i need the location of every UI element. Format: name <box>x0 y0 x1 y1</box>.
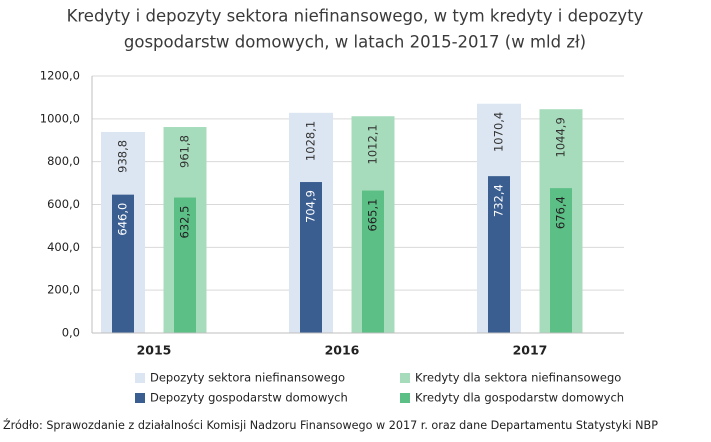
chart-title: Kredyty i depozyty sektora niefinansoweg… <box>67 7 644 26</box>
value-label: 1044,9 <box>554 117 568 157</box>
value-label: 632,5 <box>178 206 192 239</box>
value-label: 938,8 <box>116 140 130 173</box>
value-label: 1012,1 <box>366 124 380 164</box>
y-tick-label: 200,0 <box>47 283 80 297</box>
bar <box>112 194 134 333</box>
value-label: 732,4 <box>492 184 506 217</box>
x-tick-label: 2016 <box>325 343 360 358</box>
bar <box>300 182 322 333</box>
legend-label: Depozyty sektora niefinansowego <box>150 371 345 385</box>
x-tick-label: 2017 <box>513 343 548 358</box>
value-label: 676,4 <box>554 196 568 229</box>
value-label: 961,8 <box>178 135 192 168</box>
value-label: 665,1 <box>366 199 380 232</box>
value-label: 1070,4 <box>492 112 506 152</box>
bar <box>488 176 510 333</box>
y-tick-label: 600,0 <box>47 197 80 211</box>
bar <box>174 197 196 333</box>
legend-swatch <box>135 373 145 383</box>
bar <box>550 188 572 333</box>
legend-swatch <box>135 393 145 403</box>
value-label: 646,0 <box>116 203 130 236</box>
x-tick-label: 2015 <box>137 343 172 358</box>
y-tick-label: 1000,0 <box>40 111 80 125</box>
bar <box>362 190 384 333</box>
value-label: 704,9 <box>304 190 318 223</box>
y-tick-label: 400,0 <box>47 240 80 254</box>
value-label: 1028,1 <box>304 121 318 161</box>
legend-label: Depozyty gospodarstw domowych <box>150 391 348 405</box>
legend-swatch <box>400 373 410 383</box>
legend-label: Kredyty dla sektora niefinansowego <box>415 371 621 385</box>
chart-title: gospodarstw domowych, w latach 2015-2017… <box>124 33 586 52</box>
y-tick-label: 800,0 <box>47 154 80 168</box>
legend-label: Kredyty dla gospodarstw domowych <box>415 391 624 405</box>
y-tick-label: 1200,0 <box>40 69 80 83</box>
legend-swatch <box>400 393 410 403</box>
y-tick-label: 0,0 <box>62 326 80 340</box>
source-note: Źródło: Sprawozdanie z działalności Komi… <box>3 419 658 432</box>
